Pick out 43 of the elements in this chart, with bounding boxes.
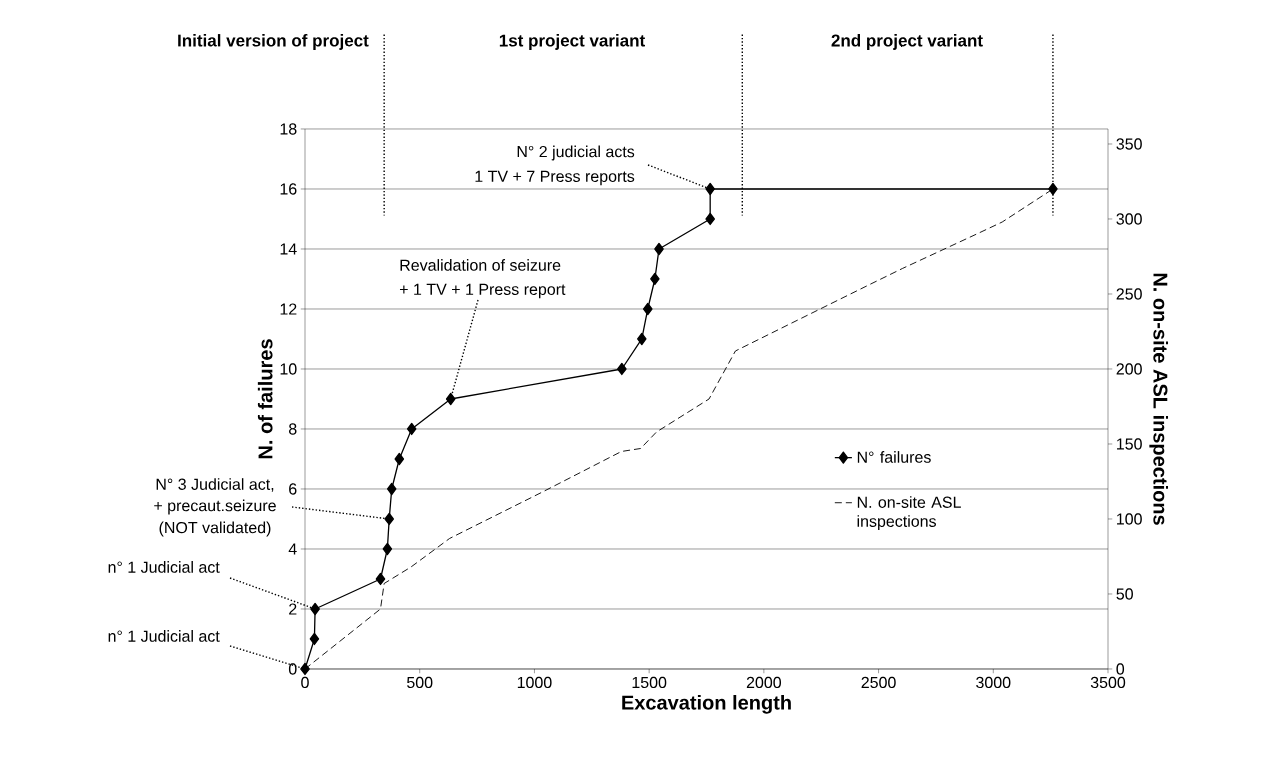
text: 1st project variant xyxy=(499,34,645,50)
text: (NOT validated) xyxy=(159,521,271,537)
x-tick-label: 3500 xyxy=(1090,676,1126,689)
x-tick-label: 500 xyxy=(407,676,433,689)
y-tick-label: 2 xyxy=(289,603,297,615)
y-axis-title: N. of failures xyxy=(257,339,273,459)
annotation: n° 1 Judicial act xyxy=(108,630,220,642)
annotation: 1 TV + 7 Press reports xyxy=(475,170,635,186)
y2-axis-title: N. on-site ASL inspections xyxy=(1149,273,1169,525)
y-tick-label: 18 xyxy=(280,123,297,135)
x-axis-title: Excavation length xyxy=(622,694,791,714)
legend-label: N. on-site ASL inspections xyxy=(857,496,961,531)
x-tick-label: 0 xyxy=(301,676,309,689)
x-tick-label: 1000 xyxy=(517,676,552,689)
y2-tick-label: 250 xyxy=(1116,288,1142,300)
y-tick-label: 8 xyxy=(289,423,297,435)
legend-label: N° failures xyxy=(857,451,931,463)
y-tick-label: 12 xyxy=(280,303,297,315)
x-tick-label: 1500 xyxy=(632,676,667,689)
text: 2nd project variant xyxy=(831,34,983,50)
y2-tick-label: 0 xyxy=(1116,663,1125,675)
y2-tick-label: 300 xyxy=(1116,213,1142,225)
y-tick-label: 14 xyxy=(280,243,297,255)
y2-tick-label: 100 xyxy=(1117,513,1142,525)
y2-tick-label: 350 xyxy=(1116,138,1142,150)
x-tick-label: 3000 xyxy=(976,676,1011,689)
text: Initial version of project xyxy=(178,34,369,50)
text: N° 3 Judicial act, xyxy=(156,478,274,492)
y-tick-label: 4 xyxy=(288,543,297,555)
annotation: + 1 TV + 1 Press report xyxy=(399,283,566,299)
x-tick-label: 2500 xyxy=(861,676,896,689)
annotation: n° 1 Judicial act xyxy=(108,561,220,573)
y-tick-label: 0 xyxy=(288,663,297,675)
annotation: N° 2 judicial acts xyxy=(517,145,635,161)
y-tick-label: 16 xyxy=(280,183,297,195)
annotation: + precaut.seizure xyxy=(154,499,276,515)
y2-tick-label: 150 xyxy=(1117,438,1142,450)
y-tick-label: 10 xyxy=(280,363,297,375)
x-tick-label: 2000 xyxy=(746,676,782,689)
y2-tick-label: 200 xyxy=(1116,363,1142,375)
annotation: Revalidation of seizure xyxy=(400,259,561,271)
y-tick-label: 6 xyxy=(289,483,297,495)
y2-tick-label: 50 xyxy=(1116,588,1133,600)
